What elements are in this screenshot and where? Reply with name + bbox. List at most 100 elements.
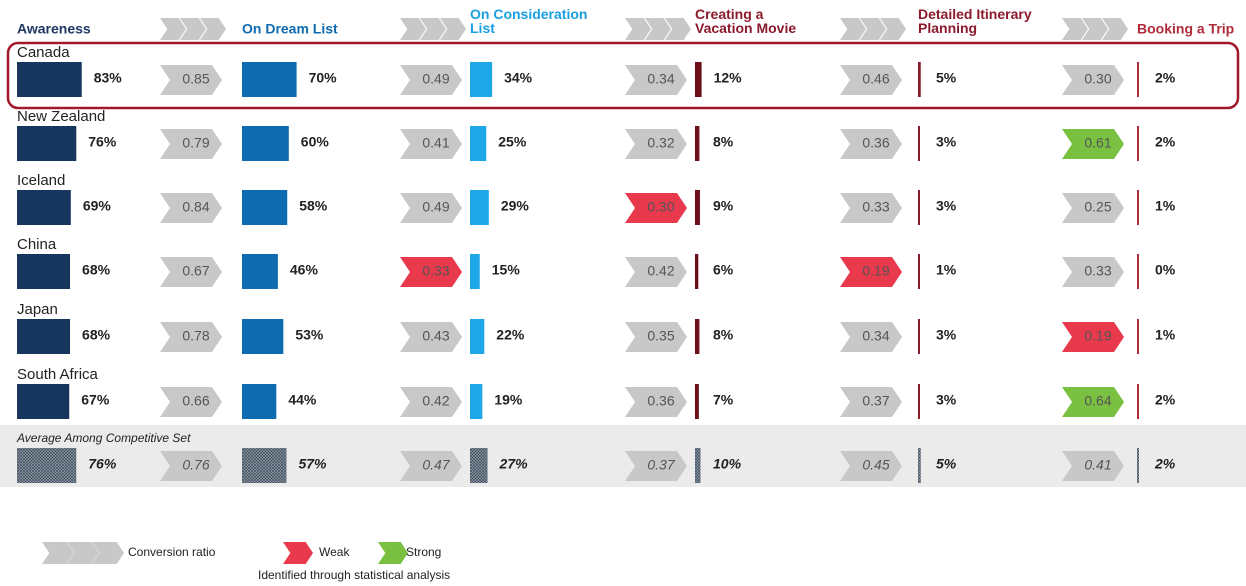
ratio-label: 0.66 — [182, 393, 209, 409]
value-label: 34% — [504, 70, 533, 86]
ratio-chevron — [160, 451, 222, 481]
header-line: List — [470, 20, 495, 36]
legend-ratio: Conversion ratio — [128, 545, 216, 559]
ratio-label: 0.49 — [422, 71, 449, 87]
stage-header: Booking a Trip — [1137, 21, 1234, 37]
bar — [17, 62, 82, 97]
row-label: South Africa — [17, 366, 99, 383]
value-label: 67% — [81, 392, 110, 408]
ratio-chevron — [1062, 322, 1124, 352]
stage-header: Awareness — [17, 21, 91, 37]
value-label: 2% — [1155, 392, 1176, 408]
value-label: 8% — [713, 327, 734, 343]
bar — [242, 62, 297, 97]
ratio-label: 0.25 — [1084, 199, 1111, 215]
ratio-label: 0.46 — [862, 71, 889, 87]
ratio-chevron — [1062, 65, 1124, 95]
bar — [695, 126, 700, 161]
value-label: 2% — [1154, 456, 1176, 472]
value-label: 68% — [82, 327, 111, 343]
bar — [918, 62, 921, 97]
ratio-chevron — [1062, 451, 1124, 481]
value-label: 76% — [88, 456, 117, 472]
bar — [918, 190, 920, 225]
ratio-label: 0.33 — [862, 199, 889, 215]
value-label: 29% — [501, 198, 530, 214]
ratio-label: 0.34 — [862, 328, 889, 344]
value-label: 3% — [936, 198, 957, 214]
header-chevron — [440, 18, 466, 40]
ratio-label: 0.45 — [862, 457, 889, 473]
legend-chevron — [42, 542, 74, 564]
ratio-chevron — [400, 387, 462, 417]
value-label: 8% — [713, 134, 734, 150]
bar — [1137, 254, 1139, 289]
value-label: 2% — [1155, 134, 1176, 150]
bar — [1137, 384, 1139, 419]
bar — [470, 254, 480, 289]
ratio-label: 0.32 — [647, 135, 674, 151]
ratio-chevron — [1062, 257, 1124, 287]
ratio-label: 0.42 — [647, 263, 674, 279]
ratio-label: 0.36 — [862, 135, 889, 151]
value-label: 83% — [94, 70, 123, 86]
bar — [918, 384, 920, 419]
average-bar — [695, 448, 701, 483]
header-line: Detailed Itinerary — [918, 6, 1032, 22]
ratio-label: 0.78 — [182, 328, 209, 344]
ratio-label: 0.67 — [182, 263, 209, 279]
ratio-label: 0.64 — [1084, 393, 1111, 409]
row-label: China — [17, 236, 57, 253]
bar — [242, 319, 284, 354]
value-label: 70% — [309, 70, 338, 86]
ratio-label: 0.35 — [647, 328, 674, 344]
ratio-label: 0.19 — [862, 263, 889, 279]
ratio-chevron — [625, 387, 687, 417]
bar — [470, 190, 489, 225]
stage-header: Creating a Vacation Movie — [695, 6, 796, 36]
row-label: New Zealand — [17, 108, 105, 125]
header-chevron — [880, 18, 906, 40]
ratio-chevron — [840, 322, 902, 352]
value-label: 2% — [1155, 70, 1176, 86]
ratio-label: 0.47 — [422, 457, 450, 473]
ratio-label: 0.33 — [1084, 263, 1111, 279]
bar — [695, 62, 702, 97]
ratio-chevron — [625, 322, 687, 352]
value-label: 5% — [936, 456, 957, 472]
bar — [918, 319, 920, 354]
value-label: 0% — [1155, 262, 1176, 278]
value-label: 1% — [1155, 327, 1176, 343]
header-chevron — [860, 18, 886, 40]
ratio-chevron — [840, 387, 902, 417]
bar — [1137, 62, 1139, 97]
value-label: 1% — [936, 262, 957, 278]
value-label: 10% — [713, 456, 742, 472]
header-chevron — [1082, 18, 1108, 40]
ratio-chevron — [1062, 129, 1124, 159]
ratio-chevron — [160, 257, 222, 287]
ratio-label: 0.49 — [422, 199, 449, 215]
legend-weak: Weak — [319, 545, 350, 559]
bar — [470, 126, 487, 161]
value-label: 60% — [301, 134, 330, 150]
header-chevron — [1102, 18, 1128, 40]
ratio-label: 0.37 — [862, 393, 889, 409]
bar — [470, 319, 485, 354]
ratio-chevron — [400, 193, 462, 223]
ratio-label: 0.19 — [1084, 328, 1111, 344]
header-chevron — [400, 18, 426, 40]
bar — [242, 254, 278, 289]
bar — [17, 319, 71, 354]
ratio-chevron — [400, 451, 462, 481]
row-label: Canada — [17, 44, 70, 61]
value-label: 6% — [713, 262, 734, 278]
ratio-label: 0.33 — [422, 263, 449, 279]
legend-weak-chevron — [283, 542, 313, 564]
value-label: 1% — [1155, 198, 1176, 214]
ratio-chevron — [160, 193, 222, 223]
legend-note: Identified through statistical analysis — [258, 568, 450, 582]
value-label: 25% — [498, 134, 527, 150]
header-chevron — [645, 18, 671, 40]
